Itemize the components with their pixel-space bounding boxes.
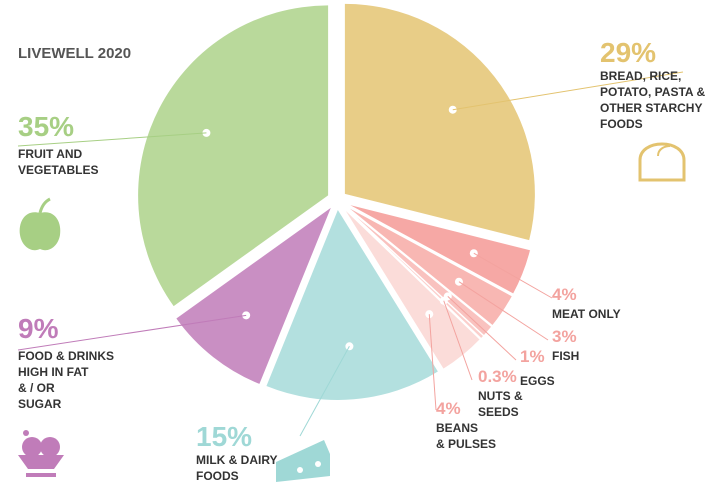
pie-slice [344, 3, 535, 241]
slice-category-label: VEGETABLES [18, 163, 98, 177]
pie-slice [344, 205, 514, 327]
pie-slice [138, 5, 329, 307]
slice-category-label: OTHER STARCHY [600, 101, 702, 115]
leader-line [473, 252, 553, 299]
slice-category-label: & / OR [18, 381, 55, 395]
slice-percent-label: 35% [18, 111, 74, 142]
slice-category-label: FOODS [600, 117, 643, 131]
slice-category-label: MILK & DAIRY [196, 453, 278, 467]
slice-category-label: BREAD, RICE, [600, 69, 681, 83]
slice-percent-label: 4% [552, 285, 577, 304]
slice-percent-label: 9% [18, 313, 59, 344]
leader-line [452, 71, 684, 111]
cheese-icon [276, 440, 330, 482]
slice-percent-label: 1% [520, 347, 545, 366]
slice-percent-label: 29% [600, 37, 656, 68]
bread-icon [638, 142, 686, 182]
leader-line [17, 314, 247, 351]
pie-slice [343, 206, 485, 340]
slice-percent-label: 4% [436, 399, 461, 418]
slice-category-label: HIGH IN FAT [18, 365, 89, 379]
leader-line [17, 132, 207, 147]
slice-category-label: SUGAR [18, 397, 62, 411]
leader-line [443, 300, 473, 381]
slice-category-label: BEANS [436, 421, 478, 435]
apple-icon [19, 197, 61, 251]
slice-percent-label: 0.3% [478, 367, 517, 386]
pie-slice [266, 209, 438, 400]
slice-category-label: FRUIT AND [18, 147, 83, 161]
leader-line [299, 346, 350, 437]
slice-percent-label: 15% [196, 421, 252, 452]
ice-cream-icon [18, 430, 64, 477]
leader-line [447, 295, 517, 361]
leader-line [458, 281, 549, 341]
slice-category-label: FOODS [196, 469, 239, 483]
slice-category-label: POTATO, PASTA & [600, 85, 705, 99]
pie-slice [346, 203, 532, 295]
chart-title: LIVEWELL 2020 [18, 45, 131, 62]
slice-dot [469, 249, 478, 258]
slice-category-label: FISH [552, 349, 579, 363]
slice-category-label: NUTS & [478, 389, 523, 403]
leader-line [428, 314, 437, 411]
slice-percent-label: 3% [552, 327, 577, 346]
slice-category-label: FOOD & DRINKS [18, 349, 114, 363]
pie-slice [342, 207, 481, 371]
slice-category-label: EGGS [520, 374, 555, 388]
slice-category-label: & PULSES [436, 437, 496, 451]
slice-category-label: SEEDS [478, 405, 519, 419]
pie-slice [176, 207, 331, 384]
slice-category-label: MEAT ONLY [552, 307, 621, 321]
